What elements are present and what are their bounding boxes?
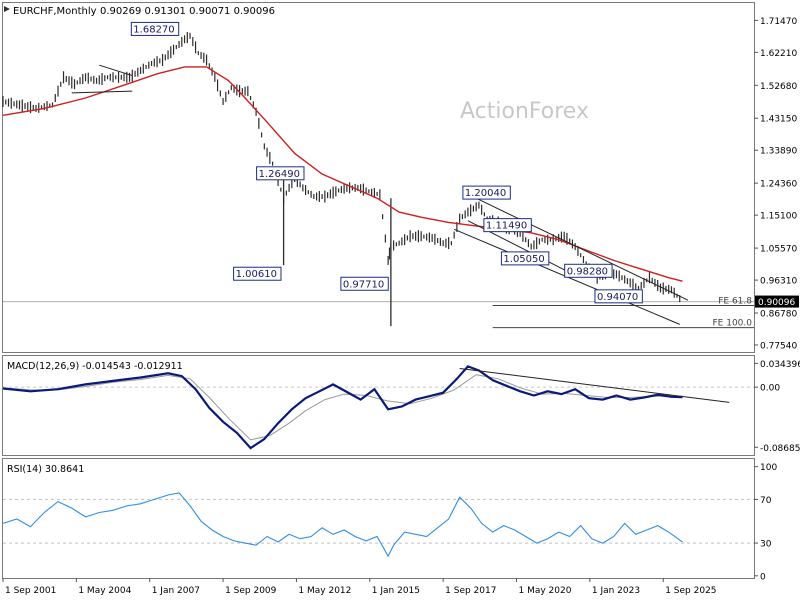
price-annotation-label: 1.05050 <box>503 254 544 265</box>
x-tick-label: 1 Jan 2007 <box>152 586 200 596</box>
price-annotation-box <box>233 266 282 281</box>
price-annotation-label: 1.00610 <box>236 269 277 280</box>
macd-y-tick-label: 0.00 <box>760 384 780 394</box>
last-price-label: 0.90096 <box>758 298 795 308</box>
macd-layer <box>2 365 754 450</box>
channel-upper-line <box>475 197 689 301</box>
price-y-tick-label: 1.15100 <box>760 212 797 222</box>
x-tick-label: 1 May 2012 <box>298 586 351 596</box>
price-annotation-box <box>130 21 180 36</box>
rsi-y-tick-label: 30 <box>760 540 772 550</box>
macd-line <box>2 365 683 450</box>
price-annotation-box <box>594 289 643 304</box>
rsi-y-tick-label: 70 <box>760 496 772 506</box>
fe-level-label: FE 61.8 <box>718 297 752 307</box>
price-y-tick-label: 1.24360 <box>760 180 797 190</box>
last-price-badge <box>755 295 799 308</box>
price-annotation-label: 0.94070 <box>597 292 638 303</box>
rsi-title: RSI(14) 30.8641 <box>7 464 84 475</box>
watermark: ActionForex <box>460 99 589 124</box>
price-y-tick-label: 1.52680 <box>760 82 797 92</box>
x-tick-label: 1 Jan 2015 <box>372 586 420 596</box>
rsi-panel-frame <box>2 458 755 579</box>
price-annotation-label: 1.11490 <box>486 221 527 232</box>
symbol-label: EURCHF,Monthly <box>13 6 97 17</box>
x-tick-label: 1 Sep 2017 <box>445 586 496 596</box>
price-annotation-label: 1.68270 <box>133 24 174 35</box>
macd-panel-frame <box>2 355 755 456</box>
price-y-tick-label: 1.62210 <box>760 49 797 59</box>
x-tick-label: 1 Sep 2001 <box>5 586 56 596</box>
macd-title: MACD(12,26,9) -0.014543 -0.012911 <box>7 361 183 372</box>
x-tick-label: 1 May 2020 <box>519 586 572 596</box>
macd-trend-line <box>459 367 730 403</box>
price-y-tick-label: 0.77540 <box>760 341 797 351</box>
price-annotation-label: 1.26490 <box>259 169 300 180</box>
price-annotation-box <box>500 251 550 266</box>
rsi-y-tick-label: 100 <box>760 463 777 473</box>
x-tick-label: 1 Jan 2023 <box>592 586 640 596</box>
price-annotation-label: 0.98280 <box>567 266 608 277</box>
price-annotation-box <box>483 218 532 233</box>
ohlc-values: 0.90269 0.91301 0.90071 0.90096 <box>100 6 275 17</box>
price-y-tick-label: 1.05570 <box>760 245 797 255</box>
fe-level-label: FE 100.0 <box>713 319 753 329</box>
price-annotation-label: 0.97710 <box>343 279 384 290</box>
price-y-tick-label: 1.43150 <box>760 115 797 125</box>
rsi-y-tick-label: 0 <box>760 572 766 582</box>
rsi-layer <box>2 492 754 558</box>
price-annotation-box <box>256 166 305 181</box>
price-layer: FE 61.8 FE 100.0 1.68270 1.26490 1.00610 0.97… <box>2 21 754 329</box>
moving-average-line <box>2 66 683 282</box>
header-arrow-icon <box>4 6 10 12</box>
price-annotation-box <box>340 276 389 291</box>
chart-header: EURCHF,Monthly 0.90269 0.91301 0.90071 0… <box>4 6 275 17</box>
trend-line <box>71 90 133 94</box>
macd-signal-line <box>2 374 683 441</box>
price-y-tick-label: 0.96310 <box>760 277 797 287</box>
trend-line <box>99 64 133 77</box>
rsi-line <box>2 492 683 558</box>
price-y-tick-label: 1.71470 <box>760 17 797 27</box>
x-tick-label: 1 Sep 2025 <box>665 586 716 596</box>
axis-layer: 0.77540 0.86780 0.96310 1.05570 1.15100 1.243… <box>2 17 800 596</box>
x-tick-label: 1 Sep 2009 <box>225 586 277 596</box>
macd-y-tick-label: 0.034396 <box>760 360 800 370</box>
price-annotation-box <box>462 185 511 200</box>
price-panel-frame <box>2 2 755 353</box>
x-tick-label: 1 May 2004 <box>78 586 131 596</box>
price-annotation-label: 1.20040 <box>465 188 506 199</box>
price-annotation-box <box>564 263 613 278</box>
price-y-tick-label: 0.86780 <box>760 310 797 320</box>
price-y-tick-label: 1.33890 <box>760 147 797 157</box>
macd-y-tick-label: -0.086854 <box>760 444 800 454</box>
